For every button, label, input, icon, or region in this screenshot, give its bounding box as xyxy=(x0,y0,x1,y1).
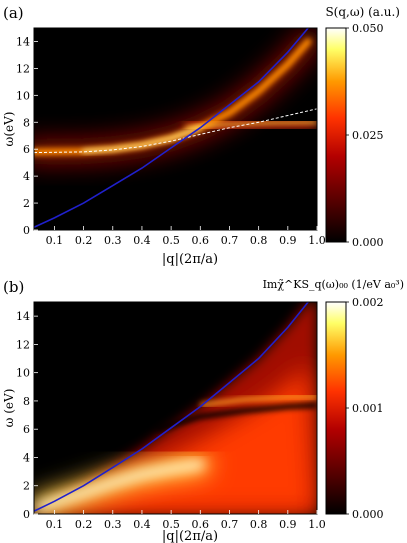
panel-a-colorbar-title: S(q,ω) (a.u.) xyxy=(325,5,400,19)
x-tick-label-a: 0.8 xyxy=(250,234,268,247)
x-tick-label-a: 0.1 xyxy=(46,234,64,247)
y-tick-label-b: 2 xyxy=(23,480,30,493)
y-tick-label-a: 12 xyxy=(16,62,30,75)
dark-band xyxy=(155,402,317,432)
x-tick-label-b: 0.3 xyxy=(104,518,122,531)
y-tick-label-a: 2 xyxy=(23,197,30,210)
axis-ticks-a: 0.1 0.2 0.3 0.4 0.5 0.6 0.7 0.8 0.9 1.0 0 2 4 6 8 10 12 1… xyxy=(16,35,326,247)
x-tick-label-a: 0.4 xyxy=(133,234,151,247)
x-tick-label-a: 0.5 xyxy=(162,234,180,247)
x-tick-label-b: 0.5 xyxy=(162,518,180,531)
y-tick-label-b: 8 xyxy=(23,395,30,408)
y-tick-label-a: 8 xyxy=(23,116,30,129)
bright-band xyxy=(200,394,317,408)
y-tick-label-a: 10 xyxy=(16,89,30,102)
panel-a-label: (a) xyxy=(3,4,24,22)
colorbar-ticks-a: 0.000 0.025 0.050 xyxy=(346,22,384,249)
y-tick-label-b: 12 xyxy=(16,338,30,351)
x-tick-label-b: 0.4 xyxy=(133,518,151,531)
colorbar-tick-label-a: 0.025 xyxy=(352,129,384,142)
colorbar-b xyxy=(325,301,347,515)
continuum-middle xyxy=(34,365,317,514)
x-tick-label-a: 0.9 xyxy=(279,234,297,247)
heatmap-b-features xyxy=(34,302,317,514)
blue-dispersion-curve xyxy=(34,28,309,229)
y-axis-label-b: ω (eV) xyxy=(2,389,16,428)
y-tick-label-b: 14 xyxy=(16,310,30,323)
y-tick-label-b: 4 xyxy=(23,451,30,464)
x-axis-label-b: |q|(2π/a) xyxy=(162,529,218,543)
axis-ticks-b: 0.1 0.2 0.3 0.4 0.5 0.6 0.7 0.8 0.9 1.0 0 2 4 6 8 10 12 1… xyxy=(16,310,326,531)
y-axis-label-a: ω(eV) xyxy=(2,112,16,147)
panel-b-colorbar-title: Imχ̃^KS_q(ω)₀₀ (1/eV a₀³) xyxy=(263,278,404,291)
colorbar-tick-label-b: 0.002 xyxy=(352,296,384,309)
y-tick-label-b: 0 xyxy=(23,508,30,521)
panel-b: (b) Imχ̃^KS_q(ω)₀₀ (1/eV a₀³) 0.1 0.2 0.3 0… xyxy=(2,278,404,543)
colorbar-tick-label-a: 0.050 xyxy=(352,22,384,35)
plot-frame-b xyxy=(33,301,318,515)
x-tick-label-b: 0.2 xyxy=(75,518,93,531)
colorbar-a xyxy=(325,27,347,243)
y-tick-label-a: 6 xyxy=(23,143,30,156)
colorbar-tick-label-a: 0.000 xyxy=(352,236,384,249)
colorbar-tick-label-b: 0.000 xyxy=(352,508,384,521)
y-tick-label-a: 14 xyxy=(16,35,30,48)
x-tick-label-a: 0.6 xyxy=(192,234,210,247)
colorbar-ticks-b: 0.000 0.001 0.002 xyxy=(346,296,384,521)
heatmap-a-features xyxy=(34,28,317,229)
x-tick-label-b: 0.8 xyxy=(250,518,268,531)
blue-dispersion-curve xyxy=(34,302,309,512)
x-tick-label-b: 1.0 xyxy=(308,518,326,531)
x-tick-label-a: 1.0 xyxy=(308,234,326,247)
x-tick-label-b: 0.7 xyxy=(221,518,239,531)
y-tick-label-a: 0 xyxy=(23,224,30,237)
colorbar-tick-label-b: 0.001 xyxy=(352,402,384,415)
x-tick-label-b: 0.9 xyxy=(279,518,297,531)
x-tick-label-a: 0.7 xyxy=(221,234,239,247)
x-tick-label-a: 0.3 xyxy=(104,234,122,247)
panel-a: (a) S(q,ω) (a.u.) 0.1 0.2 0.3 0.4 0.5 0.6 0.7 0… xyxy=(2,4,400,267)
x-tick-label-b: 0.6 xyxy=(192,518,210,531)
plot-frame-a xyxy=(33,27,318,231)
plasmon-core xyxy=(82,126,202,153)
y-tick-label-b: 10 xyxy=(16,367,30,380)
x-axis-label-a: |q|(2π/a) xyxy=(162,252,218,267)
y-tick-label-a: 4 xyxy=(23,170,30,183)
bright-lobe-core xyxy=(35,460,205,512)
x-tick-label-b: 0.1 xyxy=(46,518,64,531)
panel-b-label: (b) xyxy=(3,278,24,296)
x-tick-label-a: 0.2 xyxy=(75,234,93,247)
y-tick-label-b: 6 xyxy=(23,423,30,436)
